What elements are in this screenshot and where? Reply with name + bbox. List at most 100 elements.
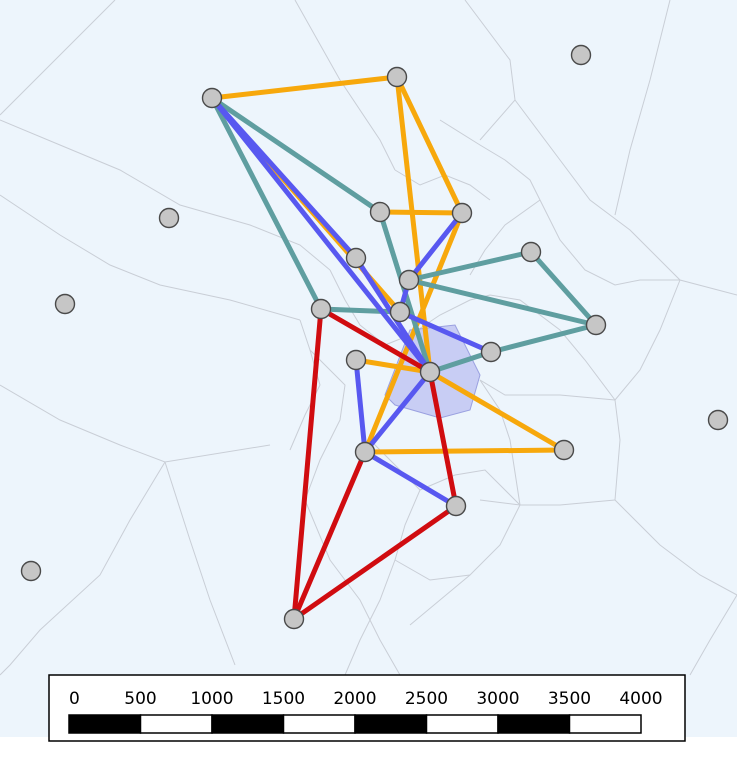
- voronoi-edge: [419, 469, 521, 506]
- voronoi-edge: [304, 349, 346, 501]
- map-node[interactable]: [158, 207, 180, 229]
- red-network-edge: [427, 369, 459, 509]
- map-node[interactable]: [520, 241, 542, 263]
- map-node[interactable]: [451, 202, 473, 224]
- teal-network-edge: [488, 322, 599, 355]
- voronoi-edge: [614, 0, 671, 216]
- voronoi-edge: [0, 119, 331, 271]
- map-node[interactable]: [570, 44, 592, 66]
- blue-network-edge: [397, 309, 494, 355]
- map-node[interactable]: [20, 560, 42, 582]
- network-edges: [209, 74, 599, 622]
- red-network-edge: [291, 449, 368, 622]
- teal-network-edge: [406, 249, 534, 283]
- map-node[interactable]: [480, 341, 502, 363]
- voronoi-edge: [439, 119, 541, 201]
- scale-bar-labels: 0 500 1000 1500 2000 2500 3000 3500 4000: [69, 689, 663, 709]
- scale-bar-label: 2000: [333, 689, 376, 709]
- voronoi-edge: [514, 99, 737, 296]
- scale-bar-segment: [425, 714, 499, 734]
- scale-bar-label: 0: [69, 689, 80, 709]
- scale-bar-segments: [68, 714, 642, 734]
- voronoi-cell-boundaries: [0, 0, 737, 676]
- voronoi-edge: [409, 294, 616, 401]
- map-node[interactable]: [419, 361, 441, 383]
- orange-network-edge: [209, 74, 400, 101]
- scale-bar-label: 500: [124, 689, 156, 709]
- scale-bar-segment: [497, 714, 571, 734]
- blue-network-edge: [353, 357, 368, 455]
- teal-network-edge: [209, 95, 324, 312]
- voronoi-edge: [479, 499, 616, 506]
- voronoi-edge: [344, 559, 396, 676]
- voronoi-edge: [614, 499, 737, 596]
- map-node[interactable]: [369, 201, 391, 223]
- map-node[interactable]: [389, 301, 411, 323]
- map-node[interactable]: [201, 87, 223, 109]
- teal-network-edge: [528, 249, 599, 328]
- voronoi-edge: [0, 0, 116, 116]
- orange-network-edge: [353, 357, 433, 375]
- map-node[interactable]: [283, 608, 305, 630]
- voronoi-edge: [614, 399, 621, 501]
- teal-network-edge: [209, 95, 383, 215]
- scale-bar-segment: [354, 714, 428, 734]
- map-node[interactable]: [707, 409, 729, 431]
- scale-bar-label: 3500: [548, 689, 591, 709]
- network-nodes[interactable]: [20, 44, 729, 630]
- map-node[interactable]: [445, 495, 467, 517]
- map-node[interactable]: [345, 247, 367, 269]
- red-network-edge: [291, 503, 459, 622]
- voronoi-edge: [0, 384, 271, 463]
- scale-bar-label: 1000: [190, 689, 233, 709]
- map-node[interactable]: [398, 269, 420, 291]
- voronoi-edge: [689, 594, 737, 676]
- scale-bar-segment: [282, 714, 356, 734]
- map-node[interactable]: [54, 293, 76, 315]
- scale-bar-segment: [568, 714, 642, 734]
- blue-network-edge: [209, 95, 359, 261]
- red-network-edge: [318, 306, 433, 375]
- orange-network-edge: [427, 369, 567, 453]
- red-network-edge: [291, 306, 324, 622]
- scale-bar-label: 2500: [405, 689, 448, 709]
- voronoi-edge: [0, 194, 301, 321]
- map-node[interactable]: [553, 439, 575, 461]
- teal-network-edge: [318, 306, 403, 315]
- map-node[interactable]: [386, 66, 408, 88]
- map-node[interactable]: [585, 314, 607, 336]
- blue-network-edge: [362, 369, 433, 455]
- map-background: [0, 0, 737, 737]
- scale-bar-label: 1500: [262, 689, 305, 709]
- teal-network-edge: [427, 349, 494, 375]
- map-node[interactable]: [354, 441, 376, 463]
- voronoi-edge: [539, 199, 680, 286]
- voronoi-edge: [394, 559, 471, 581]
- map-node[interactable]: [345, 349, 367, 371]
- map-node[interactable]: [310, 298, 332, 320]
- voronoi-edge: [0, 461, 166, 676]
- voronoi-edge: [329, 269, 411, 346]
- blue-network-edge: [209, 95, 433, 375]
- blue-network-edge: [362, 449, 459, 509]
- teal-network-edge: [406, 277, 599, 328]
- scale-bar-segment: [68, 714, 142, 734]
- scale-bar-segment: [139, 714, 213, 734]
- voronoi-edge: [304, 499, 401, 676]
- orange-network-edge: [362, 447, 567, 455]
- blue-network-edge: [406, 210, 465, 283]
- orange-network-edge: [394, 74, 465, 216]
- voronoi-edge: [289, 319, 321, 451]
- scale-bar: 0 500 1000 1500 2000 2500 3000 3500 4000: [48, 674, 686, 742]
- orange-network-edge: [362, 210, 465, 455]
- orange-network-edge: [377, 209, 465, 216]
- scale-bar-segment: [211, 714, 285, 734]
- voronoi-edge: [294, 0, 396, 171]
- voronoi-edge: [164, 461, 236, 666]
- scale-bar-label: 4000: [619, 689, 662, 709]
- scale-bar-label: 3000: [476, 689, 519, 709]
- voronoi-edge: [464, 0, 516, 141]
- voronoi-edge: [479, 379, 616, 401]
